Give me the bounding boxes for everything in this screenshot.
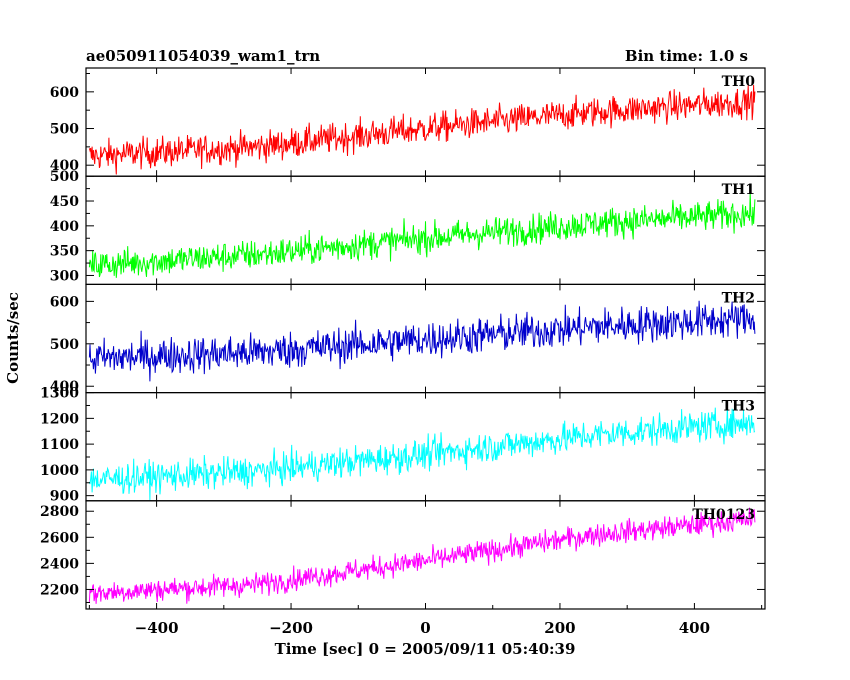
series-th0 bbox=[88, 84, 756, 175]
series-th3 bbox=[88, 407, 756, 501]
x-tick-label: 0 bbox=[420, 619, 430, 637]
y-tick-label: 400 bbox=[50, 158, 79, 174]
y-tick-label: 900 bbox=[50, 489, 79, 505]
panel-th2: 400 500 600 TH2 bbox=[50, 283, 766, 395]
panel-label: TH3 bbox=[722, 399, 755, 415]
y-tick-label: 2800 bbox=[40, 504, 79, 520]
y-tick-label: 1200 bbox=[40, 411, 79, 427]
y-tick-label: 2600 bbox=[40, 530, 79, 546]
y-tick-label: 1100 bbox=[40, 437, 79, 453]
panel-label: TH1 bbox=[722, 182, 755, 198]
x-tick-label: −200 bbox=[269, 619, 313, 637]
y-tick-label: 350 bbox=[50, 244, 79, 260]
y-tick-label: 400 bbox=[50, 379, 79, 395]
y-tick-label: 2400 bbox=[40, 556, 79, 572]
y-tick-label: 500 bbox=[50, 122, 79, 138]
series-th2 bbox=[88, 300, 756, 382]
y-tick-label: 400 bbox=[50, 219, 79, 235]
x-tick-label: 200 bbox=[544, 619, 575, 637]
series-th0123 bbox=[88, 507, 756, 604]
y-tick-label: 450 bbox=[50, 194, 79, 210]
panel-th3: 900 1000 1100 1200 1300 TH3 bbox=[40, 386, 766, 505]
y-tick-label: 600 bbox=[50, 294, 79, 310]
bin-time-label: Bin time: 1.0 s bbox=[625, 47, 748, 65]
y-tick-label: 1300 bbox=[40, 386, 79, 402]
x-tick-label: −400 bbox=[135, 619, 179, 637]
panel-th1: 300 350 400 450 500 TH1 bbox=[50, 169, 766, 285]
y-tick-label: 500 bbox=[50, 169, 79, 185]
panel-th0: 400 500 600 TH0 bbox=[50, 67, 766, 177]
y-axis-label: Counts/sec bbox=[4, 292, 22, 384]
x-tick-label: 400 bbox=[679, 619, 710, 637]
y-tick-label: 1000 bbox=[40, 463, 79, 479]
y-tick-label: 2200 bbox=[40, 582, 79, 598]
y-tick-label: 500 bbox=[50, 337, 79, 353]
panel-th0123: 2200 2400 2600 2800 TH0123 bbox=[40, 500, 766, 610]
panel-label: TH0 bbox=[722, 74, 756, 90]
panel-label: TH0123 bbox=[692, 507, 755, 523]
series-th1 bbox=[88, 192, 756, 278]
x-axis-label: Time [sec] 0 = 2005/09/11 05:40:39 bbox=[275, 640, 576, 658]
x-axis: −400 −200 0 200 400 bbox=[88, 605, 763, 637]
panel-frame bbox=[85, 67, 766, 177]
y-tick-label: 300 bbox=[50, 268, 79, 284]
chart-title: ae050911054039_wam1_trn bbox=[86, 47, 320, 65]
y-tick-label: 600 bbox=[50, 85, 79, 101]
panel-label: TH2 bbox=[722, 290, 755, 306]
